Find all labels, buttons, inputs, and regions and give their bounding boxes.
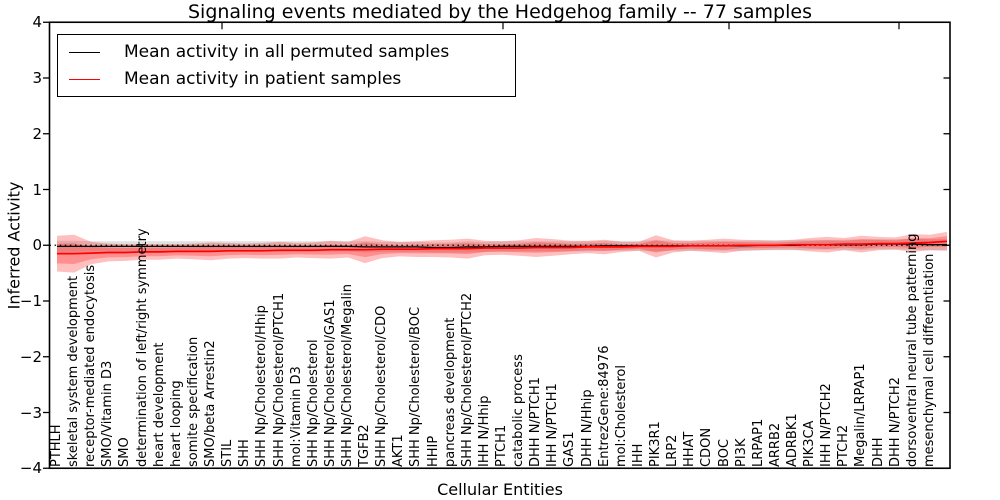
- x-tick-label: mol:Vitamin D3: [288, 366, 304, 467]
- legend-item-permuted: Mean activity in all permuted samples: [69, 42, 515, 62]
- chart-title: Signaling events mediated by the Hedgeho…: [187, 1, 812, 23]
- x-tick-label: SHH Np/Cholesterol/PTCH1: [271, 292, 287, 467]
- x-tick-label: pancreas development: [442, 317, 458, 467]
- x-tick-label: determination of left/right symmetry: [134, 228, 150, 467]
- legend: Mean activity in all permuted samples Me…: [57, 34, 516, 97]
- x-tick-label: DHH: [870, 437, 886, 467]
- x-tick-label: SHH Np/Cholesterol/PTCH2: [459, 292, 475, 467]
- x-tick-label: dorsoventral neural tube patterning: [904, 233, 920, 467]
- x-tick-label: PIK3R1: [648, 421, 664, 467]
- x-tick-label: SMO: [117, 437, 133, 467]
- x-tick-label: heart development: [151, 342, 167, 467]
- x-tick-label: ARRB2: [767, 422, 783, 467]
- x-tick-label: DHH N/PTCH2: [887, 377, 903, 467]
- x-tick-label: catabolic process: [511, 354, 527, 467]
- x-tick-label: mesenchymal cell differentiation: [921, 253, 937, 467]
- legend-label-patient: Mean activity in patient samples: [124, 69, 402, 89]
- x-tick-label: GAS1: [562, 431, 578, 468]
- legend-item-patient: Mean activity in patient samples: [69, 69, 515, 89]
- x-tick-label: SHH Np/Cholesterol/Megalin: [339, 284, 355, 467]
- x-tick-label: receptor-mediated endocytosis: [83, 264, 99, 467]
- y-tick-label: −2: [19, 347, 42, 366]
- x-tick-label: skeletal system development: [66, 275, 82, 467]
- x-axis-label: Cellular Entities: [437, 480, 563, 499]
- y-tick-label: 3: [32, 69, 42, 87]
- x-tick-label: SMO/Vitamin D3: [100, 360, 116, 467]
- patient-std-band-outer: [57, 231, 947, 273]
- x-tick-label: PTHLH: [49, 424, 64, 467]
- patient-mean-line: [57, 240, 948, 255]
- legend-label-permuted: Mean activity in all permuted samples: [124, 42, 450, 62]
- patient-line-swatch-icon: [69, 78, 100, 80]
- x-tick-label: CDON: [699, 427, 715, 467]
- x-tick-label: SHH: [237, 439, 253, 467]
- x-tick-label: EntrezGene:84976: [596, 345, 612, 467]
- x-tick-label: STIL: [220, 439, 236, 467]
- x-tick-label: ADRBK1: [784, 413, 800, 467]
- x-tick-label: IHH: [630, 443, 646, 467]
- y-tick-label: −3: [19, 403, 42, 422]
- y-tick-label: −4: [19, 459, 42, 478]
- x-tick-label: DHH N/PTCH1: [528, 377, 544, 467]
- y-tick-label: 1: [32, 180, 42, 199]
- x-tick-label: HHAT: [682, 431, 698, 467]
- patient-std-band-inner: [57, 236, 947, 264]
- x-tick-label: PTCH1: [494, 424, 509, 467]
- permuted-std-band: [57, 238, 947, 253]
- x-tick-label: BOC: [716, 439, 732, 467]
- y-tick-label: 4: [32, 13, 42, 32]
- x-tick-label: heart looping: [168, 380, 184, 467]
- y-tick-label: 2: [32, 124, 42, 143]
- x-tick-label: LRPAP1: [750, 418, 766, 467]
- x-tick-label: HHIP: [425, 435, 441, 467]
- x-tick-label: SHH Np/Cholesterol/GAS1: [322, 299, 338, 467]
- x-tick-label: IHH N/PTCH2: [819, 383, 835, 467]
- x-tick-label: DHH N/Hhip: [579, 389, 595, 467]
- x-tick-label: SHH Np/Cholesterol: [305, 339, 321, 467]
- x-tick-label: TGFB2: [357, 424, 373, 467]
- x-tick-label: Megalin/LRPAP1: [853, 363, 869, 467]
- x-tick-label: SHH Np/Cholesterol/Hhip: [254, 305, 270, 467]
- x-tick-label: IHH N/Hhip: [476, 395, 492, 468]
- y-tick-label: −1: [19, 292, 42, 310]
- x-tick-label: SHH Np/Cholesterol/CDO: [374, 305, 390, 467]
- x-tick-label: SMO/beta Arrestin2: [203, 340, 219, 467]
- x-tick-label: PTCH2: [836, 424, 852, 467]
- x-tick-label: PIK3CA: [802, 420, 818, 467]
- x-tick-label: somite specification: [185, 336, 201, 467]
- x-tick-label: mol:Cholesterol: [613, 365, 629, 467]
- permuted-line-swatch-icon: [69, 51, 100, 53]
- x-tick-label: IHH N/PTCH1: [545, 383, 561, 467]
- y-tick-label: 0: [32, 236, 42, 255]
- x-tick-label: PI3K: [733, 438, 749, 467]
- x-tick-label: AKT1: [391, 434, 407, 467]
- x-tick-label: SHH Np/Cholesterol/BOC: [408, 306, 424, 467]
- x-tick-label: LRP2: [665, 434, 681, 467]
